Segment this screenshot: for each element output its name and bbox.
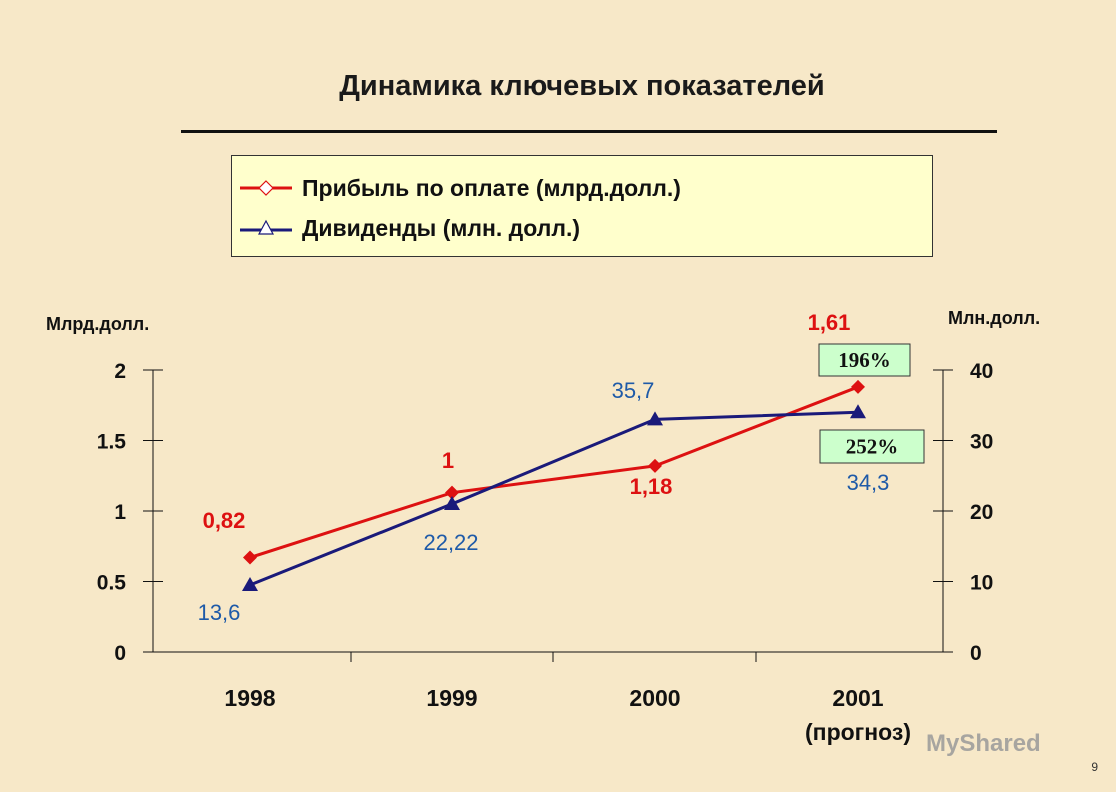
x-axis-tick-label: 1998 bbox=[224, 685, 275, 711]
right-axis-tick-label: 0 bbox=[970, 642, 982, 665]
right-axis-tick-label: 30 bbox=[970, 431, 993, 454]
legend-label-dividends: Дивиденды (млн. долл.) bbox=[302, 214, 581, 241]
x-axis-tick-label: 2000 bbox=[629, 685, 680, 711]
left-axis-tick-label: 1.5 bbox=[97, 431, 127, 454]
left-axis-tick-label: 0 bbox=[114, 642, 126, 665]
page-number: 9 bbox=[1091, 760, 1098, 774]
growth-annotation-box bbox=[819, 429, 925, 464]
x-axis-tick-sublabel: (прогноз) bbox=[805, 719, 911, 745]
right-axis-tick-label: 40 bbox=[970, 360, 993, 383]
legend-line-diamond-icon bbox=[240, 180, 292, 196]
left-axis-tick-label: 2 bbox=[114, 360, 126, 383]
profit-series-line bbox=[249, 385, 859, 559]
profit-point bbox=[445, 485, 459, 500]
legend-item-dividends: Дивиденды (млн. долл.) bbox=[232, 211, 580, 245]
profit-data-label: 1,18 bbox=[630, 474, 673, 499]
profit-point bbox=[243, 550, 257, 565]
chart-title: Динамика ключевых показателей bbox=[339, 70, 825, 102]
x-axis-tick-label: 1999 bbox=[426, 685, 477, 711]
watermark: MyShared bbox=[926, 730, 1041, 757]
profit-data-label: 0,82 bbox=[203, 508, 246, 533]
profit-data-label: 1 bbox=[442, 448, 454, 473]
profit-point bbox=[648, 458, 662, 473]
left-axis-tick-label: 1 bbox=[114, 501, 126, 524]
dividends-point bbox=[444, 495, 460, 510]
x-axis-tick-label: 2001 bbox=[832, 685, 883, 711]
legend-line-triangle-icon bbox=[240, 219, 292, 235]
dividends-point bbox=[647, 411, 663, 426]
dividends-series-line bbox=[249, 410, 859, 587]
right-axis-tick-label: 10 bbox=[970, 572, 993, 595]
legend-item-profit: Прибыль по оплате (млрд.долл.) bbox=[232, 171, 681, 205]
legend: Прибыль по оплате (млрд.долл.) Дивиденды… bbox=[231, 155, 933, 257]
dividends-point bbox=[850, 404, 866, 419]
right-axis-unit: Млн.долл. bbox=[948, 308, 1041, 328]
title-underline bbox=[181, 130, 997, 133]
dividends-point bbox=[242, 577, 258, 592]
profit-point bbox=[851, 379, 865, 394]
left-axis-tick-label: 0.5 bbox=[97, 572, 127, 595]
growth-annotation-box bbox=[818, 343, 911, 377]
dividends-data-label: 35,7 bbox=[612, 378, 655, 403]
legend-label-profit: Прибыль по оплате (млрд.долл.) bbox=[302, 174, 681, 201]
growth-annotation-label: 252% bbox=[846, 435, 899, 459]
profit-data-label: 1,61 bbox=[808, 310, 851, 335]
dividends-data-label: 13,6 bbox=[198, 600, 241, 625]
dividends-data-label: 34,3 bbox=[847, 470, 890, 495]
left-axis-unit: Млрд.долл. bbox=[46, 314, 150, 334]
right-axis-tick-label: 20 bbox=[970, 501, 993, 524]
growth-annotation-label: 196% bbox=[838, 348, 891, 372]
dividends-data-label: 22,22 bbox=[423, 530, 478, 555]
